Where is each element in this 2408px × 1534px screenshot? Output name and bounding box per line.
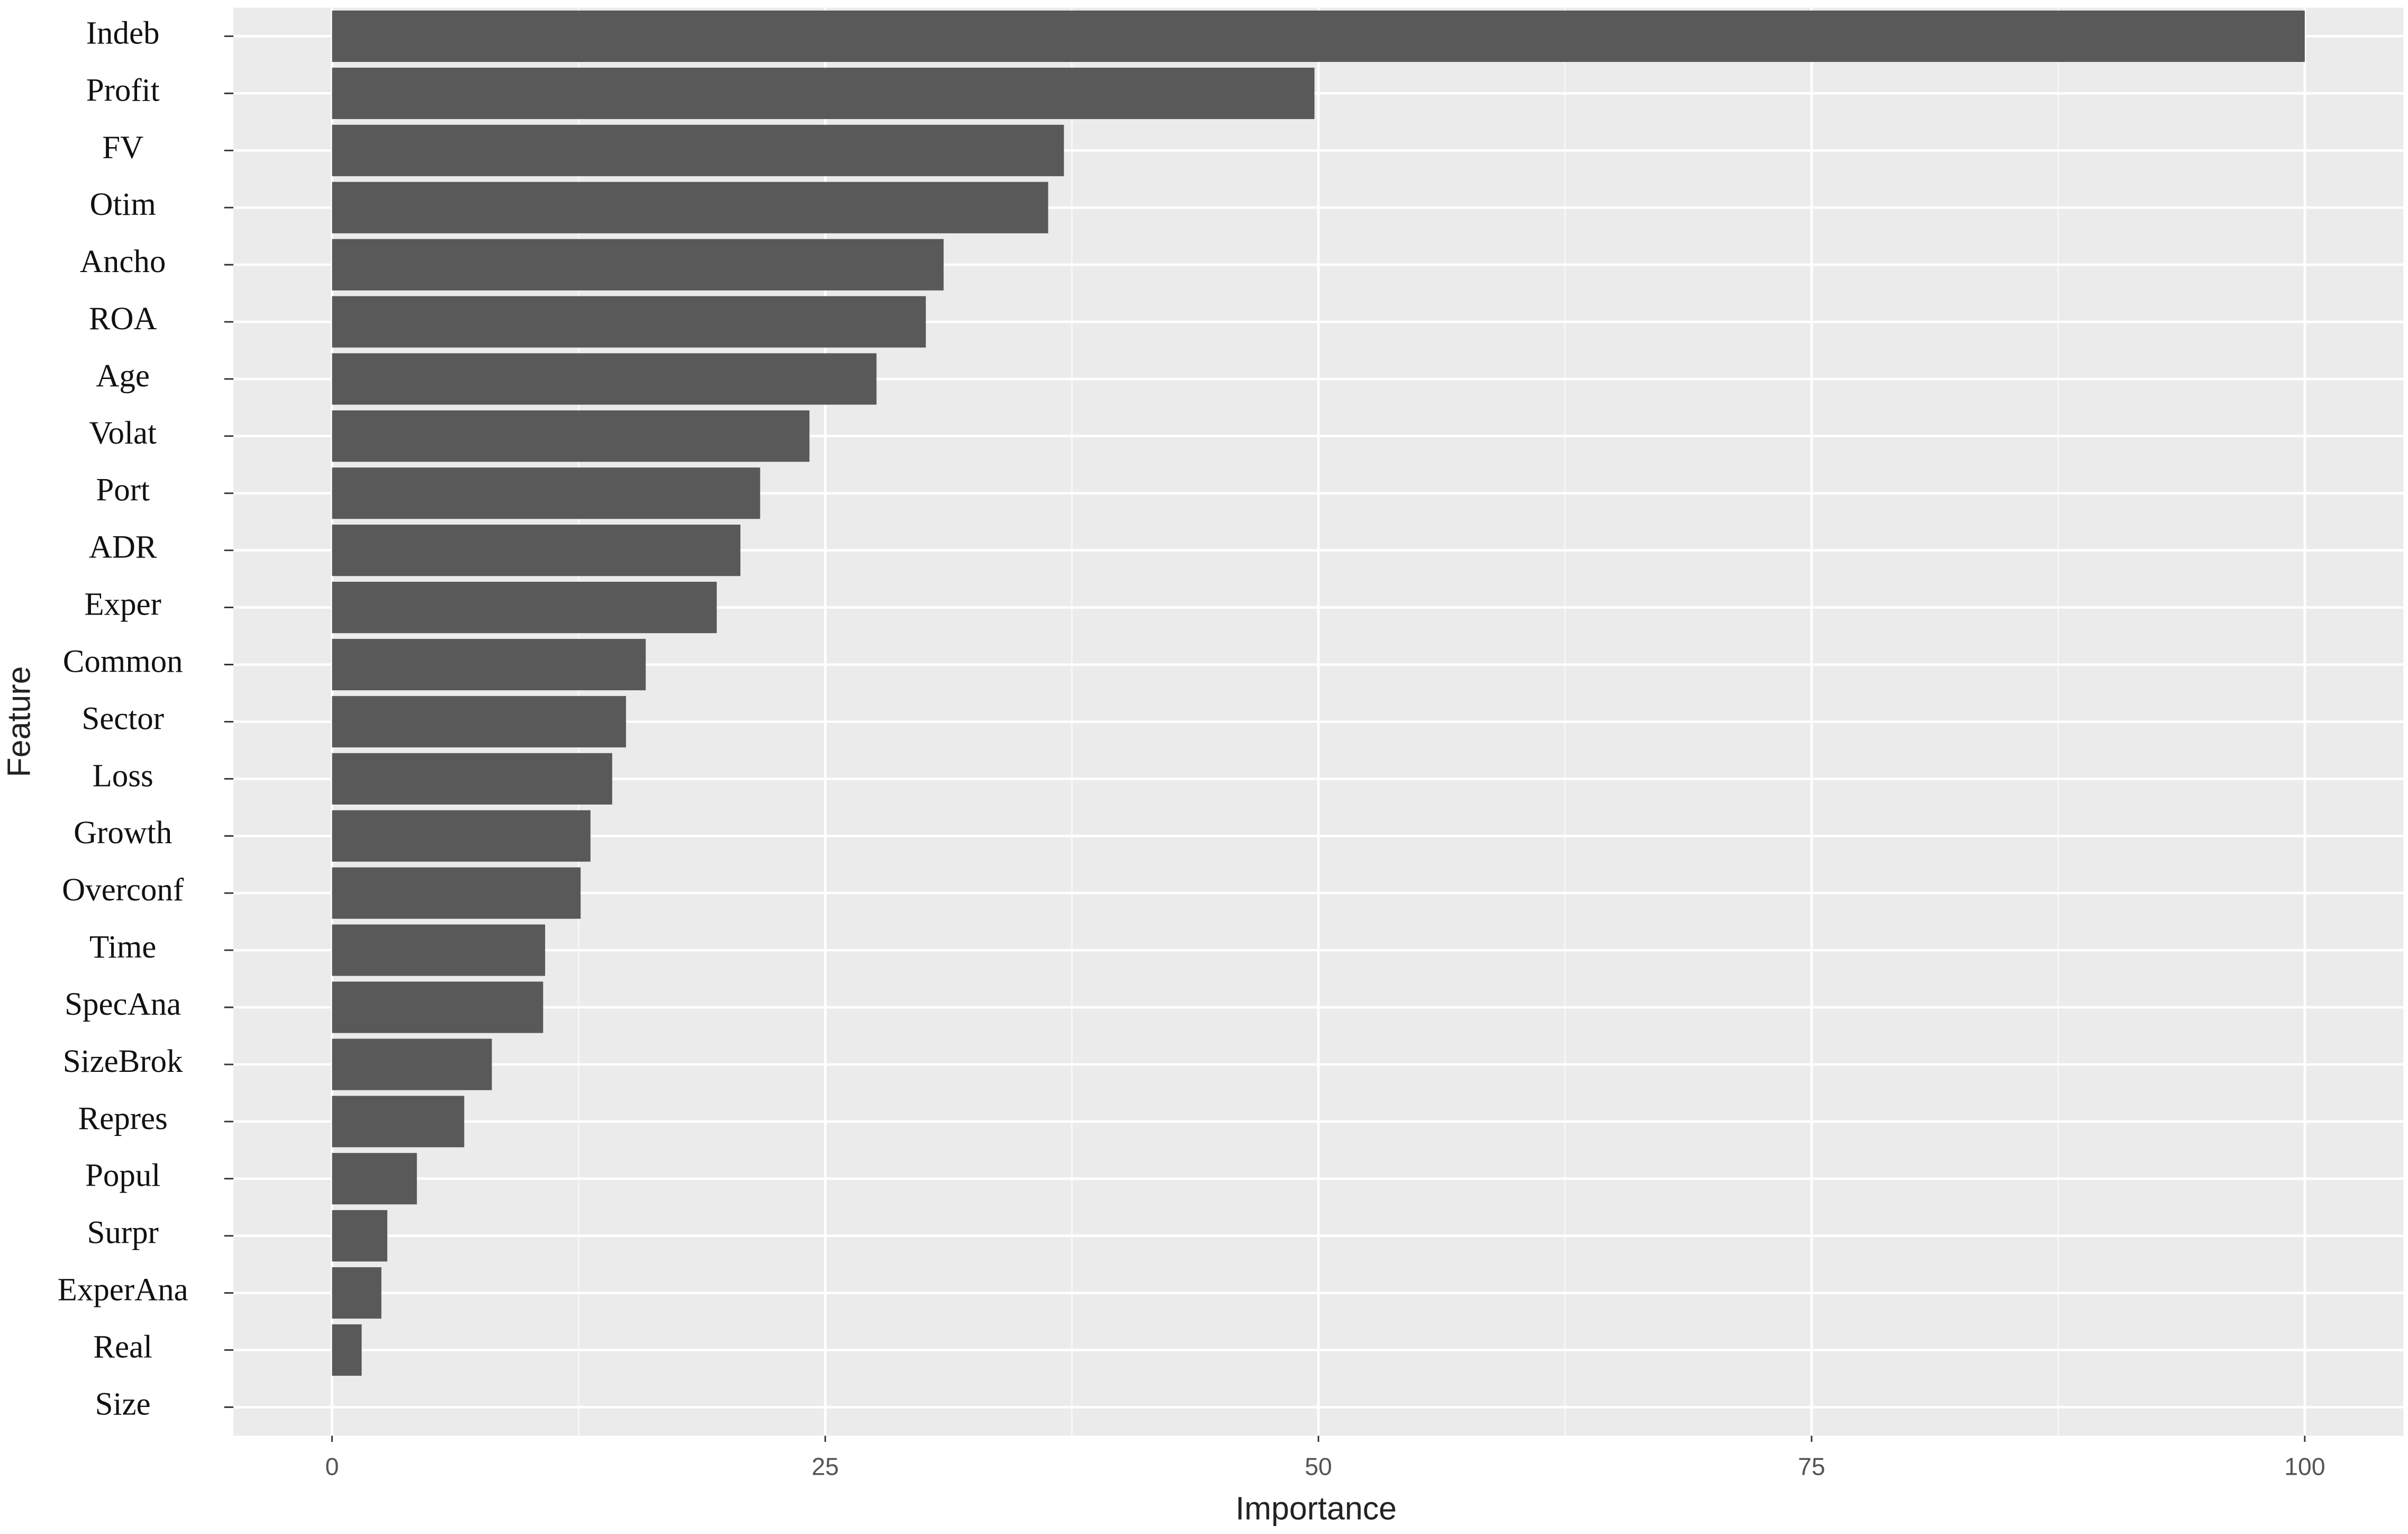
bar	[332, 1267, 382, 1319]
y-tick-label: Otim	[90, 187, 156, 222]
bar	[332, 582, 717, 634]
y-axis-title: Feature	[1, 666, 37, 777]
y-tick-label: ROA	[89, 301, 157, 337]
y-tick-label: Age	[96, 358, 149, 394]
bar	[332, 696, 626, 747]
y-tick-label: ADR	[89, 530, 157, 565]
x-axis-title: Importance	[1235, 1491, 1397, 1527]
bar	[332, 239, 944, 291]
bar	[332, 810, 591, 862]
x-tick-label: 100	[2284, 1453, 2325, 1481]
y-tick-label: Exper	[84, 587, 161, 622]
y-tick-label: Repres	[78, 1101, 168, 1136]
bar	[332, 296, 926, 348]
x-tick-label: 25	[811, 1453, 839, 1481]
bar	[332, 182, 1048, 233]
bar	[332, 353, 877, 405]
bar	[332, 924, 546, 976]
x-tick-label: 75	[1798, 1453, 1825, 1481]
bar	[332, 638, 646, 691]
y-tick-label: FV	[102, 130, 143, 165]
y-tick-label: Profit	[86, 73, 160, 108]
bar	[332, 67, 1315, 119]
bar	[332, 525, 741, 576]
bar	[332, 981, 544, 1033]
y-tick-label: Overconf	[62, 872, 184, 908]
y-tick-label: Volat	[89, 416, 157, 451]
y-tick-label: Loss	[93, 758, 153, 793]
bar	[332, 410, 810, 462]
bar	[332, 867, 581, 919]
bar	[332, 467, 761, 519]
y-tick-label: Sector	[82, 701, 164, 736]
bar	[332, 1096, 465, 1148]
y-tick-label: Common	[63, 644, 183, 680]
y-tick-label: Growth	[74, 815, 172, 851]
x-tick-label: 0	[325, 1453, 339, 1481]
bar	[332, 1039, 492, 1090]
y-tick-label: Ancho	[80, 244, 166, 279]
bar	[332, 753, 612, 805]
y-tick-label: Size	[95, 1386, 151, 1422]
y-tick-label: Real	[93, 1329, 152, 1365]
bar	[332, 124, 1064, 176]
bar	[332, 1324, 362, 1376]
x-tick-label: 50	[1305, 1453, 1332, 1481]
y-tick-label: ExperAna	[58, 1273, 188, 1308]
bar	[332, 10, 2305, 62]
y-tick-label: Indeb	[86, 15, 160, 51]
bar	[332, 1210, 387, 1262]
y-tick-label: Surpr	[87, 1215, 158, 1251]
bar	[332, 1153, 417, 1205]
y-tick-label: SizeBrok	[63, 1044, 183, 1079]
y-tick-label: Popul	[85, 1158, 160, 1194]
y-tick-label: SpecAna	[65, 987, 181, 1022]
y-tick-label: Port	[96, 473, 150, 508]
y-tick-label: Time	[89, 930, 156, 965]
